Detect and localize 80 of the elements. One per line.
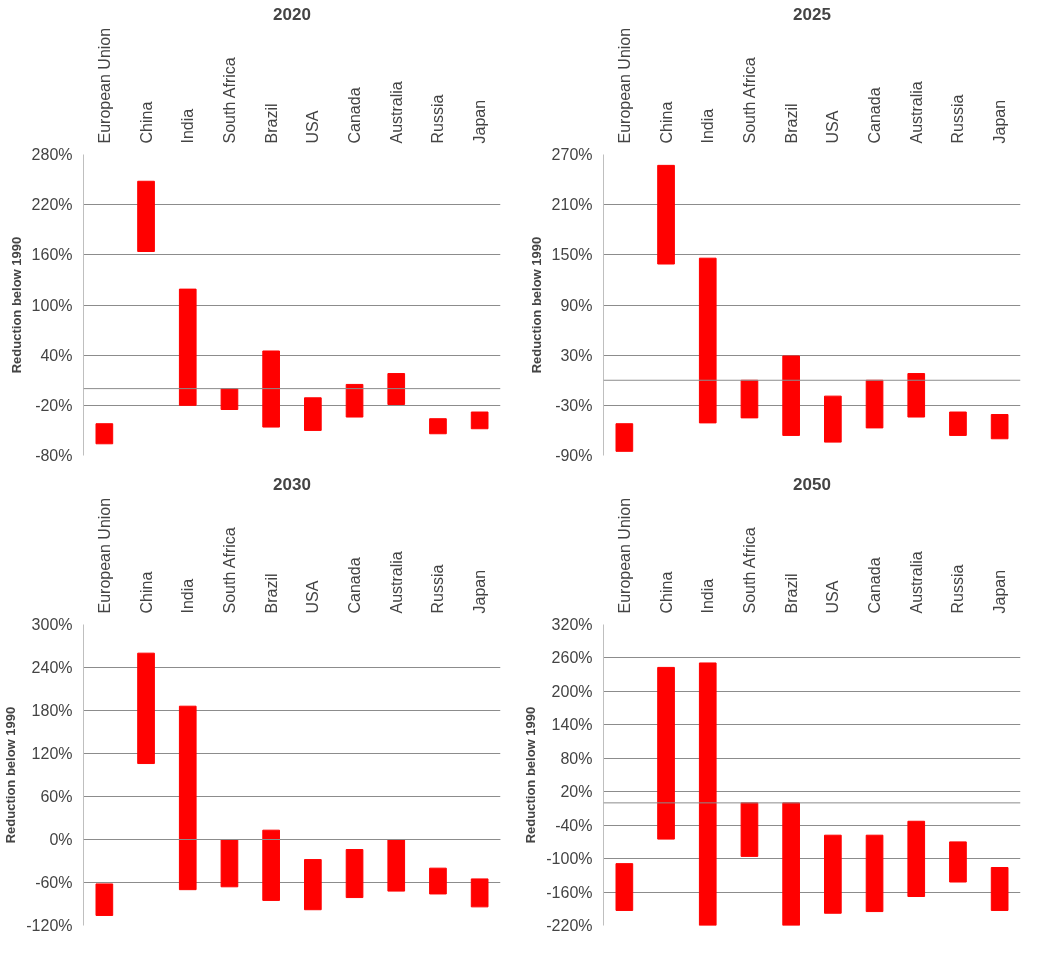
x-tick-label: China [137,571,155,614]
x-tick-label: European Union [615,497,633,614]
x-tick-label: China [137,101,155,144]
y-tick-label: 40% [40,346,73,364]
y-tick-label: 260% [551,649,593,667]
y-tick-label: 90% [560,296,593,314]
y-axis-title: Reduction below 1990 [528,236,544,374]
y-tick-label: 240% [31,659,73,676]
y-axis-title: Reduction below 1990 [3,706,19,844]
y-tick-label: 80% [560,749,593,767]
chart-title: 2020 [273,4,311,24]
x-tick-label: Japan [471,569,489,614]
y-tick-label: 160% [31,246,73,264]
y-axis-title: Reduction below 1990 [8,236,24,374]
y-tick-label: -30% [555,396,593,414]
y-tick-label: 220% [31,196,73,214]
x-tick-label: South Africa [220,527,238,614]
x-tick-label: India [699,108,717,144]
x-tick-label: Russia [429,94,447,144]
y-tick-label: 280% [31,146,73,163]
x-tick-label: Japan [991,99,1009,144]
x-tick-label: Canada [866,557,884,614]
x-tick-label: Australia [907,551,925,614]
y-tick-label: 180% [31,702,73,719]
y-tick-label: -40% [555,816,593,834]
y-tick-label: 320% [551,616,593,633]
y-tick-label: 140% [551,716,593,734]
x-tick-label: USA [304,580,322,614]
x-tick-label: South Africa [740,57,758,144]
x-tick-label: Australia [387,551,405,614]
x-tick-label: India [179,108,197,144]
chart-title: 2050 [793,474,831,494]
y-tick-label: -60% [35,874,73,891]
y-tick-label: -20% [35,396,73,414]
x-tick-label: USA [824,110,842,144]
x-tick-label: Russia [949,564,967,614]
x-tick-label: South Africa [220,57,238,144]
x-tick-label: India [179,578,197,614]
x-tick-label: Canada [346,557,364,614]
x-tick-label: Canada [346,87,364,144]
x-tick-label: Brazil [262,573,280,614]
y-tick-label: 0% [49,831,73,848]
y-tick-label: 300% [31,616,73,633]
chart-title: 2025 [793,4,831,24]
x-tick-label: Russia [949,94,967,144]
y-tick-label: -160% [546,883,593,901]
x-tick-label: Australia [387,81,405,144]
chart-title: 2030 [273,474,311,494]
y-tick-label: 100% [31,296,73,314]
x-tick-label: European Union [615,27,633,144]
y-tick-label: 270% [551,146,593,163]
y-tick-label: 60% [40,788,73,805]
x-tick-label: Brazil [262,103,280,144]
x-tick-label: Australia [907,81,925,144]
x-tick-label: China [657,101,675,144]
x-tick-label: Russia [429,564,447,614]
y-tick-label: -220% [546,917,593,934]
y-axis-title: Reduction below 1990 [523,706,539,844]
x-tick-label: Brazil [782,573,800,614]
x-tick-label: Canada [866,87,884,144]
x-tick-label: China [657,571,675,614]
y-tick-label: 200% [551,682,593,700]
x-tick-label: USA [304,110,322,144]
x-tick-label: India [699,578,717,614]
x-tick-label: Japan [991,569,1009,614]
x-tick-label: South Africa [740,527,758,614]
x-tick-label: European Union [95,497,113,614]
x-tick-label: European Union [95,27,113,144]
x-tick-label: Japan [471,99,489,144]
y-tick-label: 30% [560,346,593,364]
y-tick-label: -80% [35,447,73,464]
x-tick-label: USA [824,580,842,614]
y-tick-label: 20% [560,783,593,801]
y-tick-label: 210% [551,196,593,214]
y-tick-label: -90% [555,447,593,464]
y-tick-label: 120% [31,745,73,762]
y-tick-label: 150% [551,246,593,264]
y-tick-label: -100% [546,850,593,868]
y-tick-label: -120% [26,917,73,934]
x-tick-label: Brazil [782,103,800,144]
